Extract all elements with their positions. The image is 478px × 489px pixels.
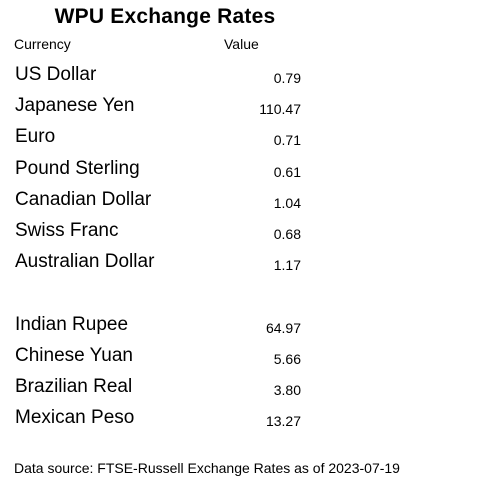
rate-value: 64.97 [265, 320, 301, 336]
currency-column-header: Currency [14, 36, 71, 52]
value-column-header: Value [224, 36, 259, 52]
rate-value: 5.66 [273, 351, 301, 367]
rate-row: Mexican Peso 13.27 [0, 405, 478, 436]
rate-row: Canadian Dollar 1.04 [0, 187, 478, 218]
rate-value: 0.71 [273, 132, 301, 148]
rate-row: Indian Rupee 64.97 [0, 312, 478, 343]
currency-name: Swiss Franc [15, 220, 119, 241]
currency-name: Brazilian Real [15, 376, 133, 397]
rate-value: 1.17 [273, 257, 301, 273]
data-source-note: Data source: FTSE-Russell Exchange Rates… [14, 460, 400, 476]
currency-name: Indian Rupee [15, 314, 129, 335]
rate-row: Brazilian Real 3.80 [0, 374, 478, 405]
currency-name: Japanese Yen [15, 95, 135, 116]
currency-name: Euro [15, 126, 56, 147]
rate-row: Euro 0.71 [0, 124, 478, 155]
rate-row: Chinese Yuan 5.66 [0, 343, 478, 374]
rate-row: Pound Sterling 0.61 [0, 156, 478, 187]
rate-value: 3.80 [273, 382, 301, 398]
rate-row: US Dollar 0.79 [0, 62, 478, 93]
rate-row: Swiss Franc 0.68 [0, 218, 478, 249]
page-title: WPU Exchange Rates [54, 5, 276, 28]
rate-value: 0.68 [273, 226, 301, 242]
currency-name: Chinese Yuan [15, 345, 133, 366]
rate-value: 1.04 [273, 195, 301, 211]
rate-value: 0.79 [273, 70, 301, 86]
currency-name: Australian Dollar [15, 251, 155, 272]
rate-value: 0.61 [273, 164, 301, 180]
rate-row: Japanese Yen 110.47 [0, 93, 478, 124]
currency-name: US Dollar [15, 64, 97, 85]
currency-name: Mexican Peso [15, 407, 135, 428]
rate-value: 110.47 [259, 101, 301, 117]
rate-value: 13.27 [265, 413, 301, 429]
currency-name: Pound Sterling [15, 158, 140, 179]
rate-row: Australian Dollar 1.17 [0, 249, 478, 280]
currency-name: Canadian Dollar [15, 189, 152, 210]
